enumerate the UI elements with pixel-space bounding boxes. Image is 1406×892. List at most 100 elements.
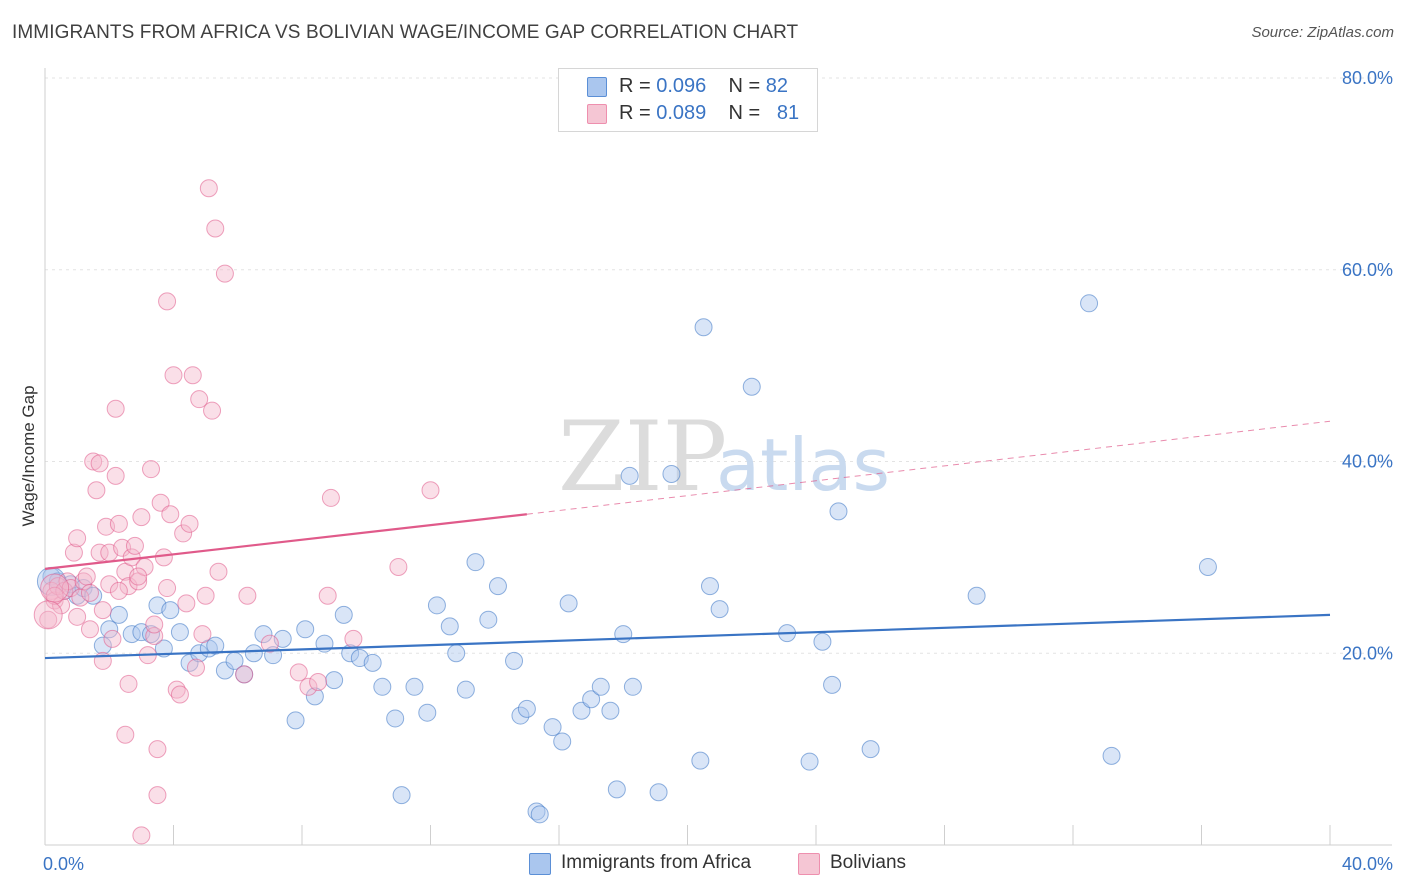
data-point [90, 454, 109, 473]
data-point [151, 493, 170, 512]
data-point [158, 579, 177, 598]
data-point [427, 596, 446, 615]
data-point [967, 586, 986, 605]
data-point [260, 634, 279, 653]
data-point [129, 567, 148, 586]
legend-r-value: 0.089 [656, 102, 707, 124]
data-point [823, 675, 842, 694]
x-tick-label: 0.0% [43, 854, 84, 874]
data-point [572, 701, 591, 720]
data-point [559, 594, 578, 613]
data-point [109, 514, 128, 533]
data-point [254, 625, 273, 644]
data-point [456, 680, 475, 699]
data-point [206, 219, 225, 238]
data-points [33, 179, 1217, 845]
data-point [203, 401, 222, 420]
data-point [68, 607, 87, 626]
data-point [344, 629, 363, 648]
legend-r-label: R = [619, 75, 657, 97]
data-point [309, 673, 328, 692]
data-point [334, 605, 353, 624]
legend-n-value: 82 [765, 75, 789, 97]
series-bolivians [33, 179, 440, 845]
data-point [167, 680, 186, 699]
data-point [649, 783, 668, 802]
data-point [132, 826, 151, 845]
data-point [170, 685, 189, 704]
data-point [235, 665, 254, 684]
bottom-legend-swatch-africa [529, 853, 551, 875]
data-point [325, 671, 344, 690]
data-point [84, 452, 103, 471]
trend-line-africa [44, 613, 1331, 660]
legend-n-label: N = [728, 75, 766, 97]
data-point [142, 460, 161, 479]
data-point [614, 625, 633, 644]
data-point [68, 529, 87, 548]
data-point [106, 466, 125, 485]
data-point [64, 543, 83, 562]
data-point [299, 677, 318, 696]
data-point [530, 805, 549, 824]
data-point [199, 179, 218, 198]
data-point [109, 581, 128, 600]
data-point [193, 625, 212, 644]
data-point [190, 390, 209, 409]
data-point [170, 623, 189, 642]
data-point [106, 399, 125, 418]
data-point [148, 740, 167, 759]
data-point [373, 677, 392, 696]
watermark-atlas: atlas [716, 423, 890, 507]
data-point [505, 651, 524, 670]
grid-lines [45, 77, 1392, 654]
trend-lines [44, 420, 1331, 660]
data-point [553, 732, 572, 751]
chart-title: IMMIGRANTS FROM AFRICA VS BOLIVIAN WAGE/… [12, 22, 799, 43]
data-point [488, 577, 507, 596]
data-point [145, 615, 164, 634]
data-point [813, 632, 832, 651]
data-point [1080, 294, 1099, 313]
bottom-legend-label-bolivians: Bolivians [830, 852, 907, 873]
data-point [174, 524, 193, 543]
data-point [447, 644, 466, 663]
data-point [125, 536, 144, 555]
data-point [215, 264, 234, 283]
data-point [321, 488, 340, 507]
data-point [466, 553, 485, 572]
data-point [80, 583, 99, 602]
data-point [318, 586, 337, 605]
legend-swatch-bolivians [587, 104, 607, 124]
legend-r-value: 0.096 [656, 75, 707, 97]
data-point [389, 557, 408, 576]
data-point [71, 588, 90, 607]
series-africa [36, 294, 1217, 824]
bottom-legend-swatch-bolivians [798, 853, 820, 875]
data-point [527, 802, 546, 821]
legend-swatch-africa [587, 77, 607, 97]
data-point [710, 600, 729, 619]
x-tick-label: 40.0% [1342, 854, 1393, 874]
source-label: Source: ZipAtlas.com [1251, 24, 1394, 41]
data-point [154, 548, 173, 567]
data-point [148, 786, 167, 805]
data-point [691, 751, 710, 770]
data-point [100, 575, 119, 594]
data-point [40, 573, 70, 603]
data-point [742, 377, 761, 396]
data-point [244, 644, 263, 663]
data-point [119, 577, 138, 596]
data-point [286, 711, 305, 730]
data-point [180, 514, 199, 533]
legend-r-label: R = [619, 102, 657, 124]
data-point [418, 703, 437, 722]
data-point [543, 718, 562, 737]
data-point [623, 677, 642, 696]
watermark: ZIP atlas [558, 401, 890, 513]
data-point [161, 505, 180, 524]
data-point [829, 502, 848, 521]
data-point [90, 543, 109, 562]
data-point [45, 586, 64, 605]
